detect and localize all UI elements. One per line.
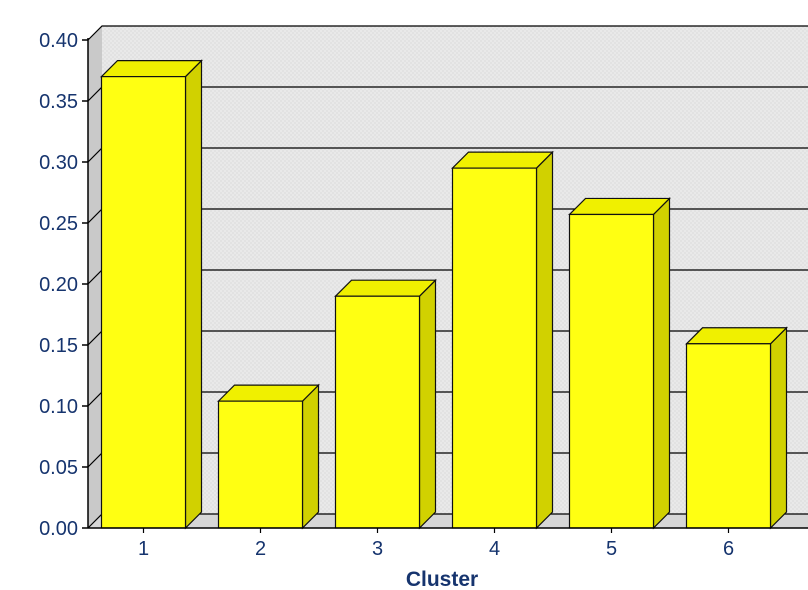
y-tick-label: 0.35: [39, 91, 78, 113]
y-tick-label: 0.30: [39, 152, 78, 174]
y-tick-label: 0.10: [39, 396, 78, 418]
bar-side: [535, 150, 554, 530]
x-tick-label: 2: [255, 538, 266, 560]
bar-top: [685, 327, 788, 345]
bar-top: [100, 59, 203, 78]
y-tick-label: 0.20: [39, 274, 78, 296]
y-tick-label: 0.00: [39, 518, 78, 540]
y-tick-label: 0.15: [39, 335, 78, 357]
x-axis-title: Cluster: [406, 568, 478, 590]
y-tick-label: 0.40: [39, 30, 78, 52]
bar-top: [451, 151, 554, 169]
bar-side: [652, 197, 671, 530]
x-tick-label: 1: [138, 538, 149, 560]
bar-top: [334, 279, 437, 297]
x-tick-label: 4: [489, 538, 500, 560]
bar-4: [451, 150, 554, 530]
bars: [100, 59, 788, 530]
x-tick-label: 3: [372, 538, 383, 560]
bar-side: [418, 278, 437, 530]
y-tick-label: 0.05: [39, 457, 78, 479]
bar-1: [100, 59, 203, 530]
bar-front: [334, 295, 421, 529]
tick-labels: 0.00 0.05 0.10 0.15 0.20 0.25 0.30 0.35 0.40 1 2 3 4…: [39, 30, 734, 560]
bar-front: [217, 400, 304, 529]
bar-top: [568, 197, 671, 216]
bar-front: [568, 213, 655, 529]
bar-top: [217, 384, 320, 402]
bar-side: [769, 326, 788, 530]
bar-side: [184, 59, 203, 530]
bar-side: [301, 383, 320, 530]
bar-front: [451, 167, 538, 529]
bar-3: [334, 278, 437, 530]
y-tick-label: 0.25: [39, 213, 78, 235]
bar-6: [685, 326, 788, 530]
bar-5: [568, 197, 671, 530]
gridline: [87, 25, 808, 41]
bar-2: [217, 383, 320, 530]
axes: [82, 38, 808, 533]
x-tick-label: 6: [723, 538, 734, 560]
x-tick-label: 5: [606, 538, 617, 560]
bar-front: [685, 343, 772, 529]
bar-front: [100, 75, 187, 529]
